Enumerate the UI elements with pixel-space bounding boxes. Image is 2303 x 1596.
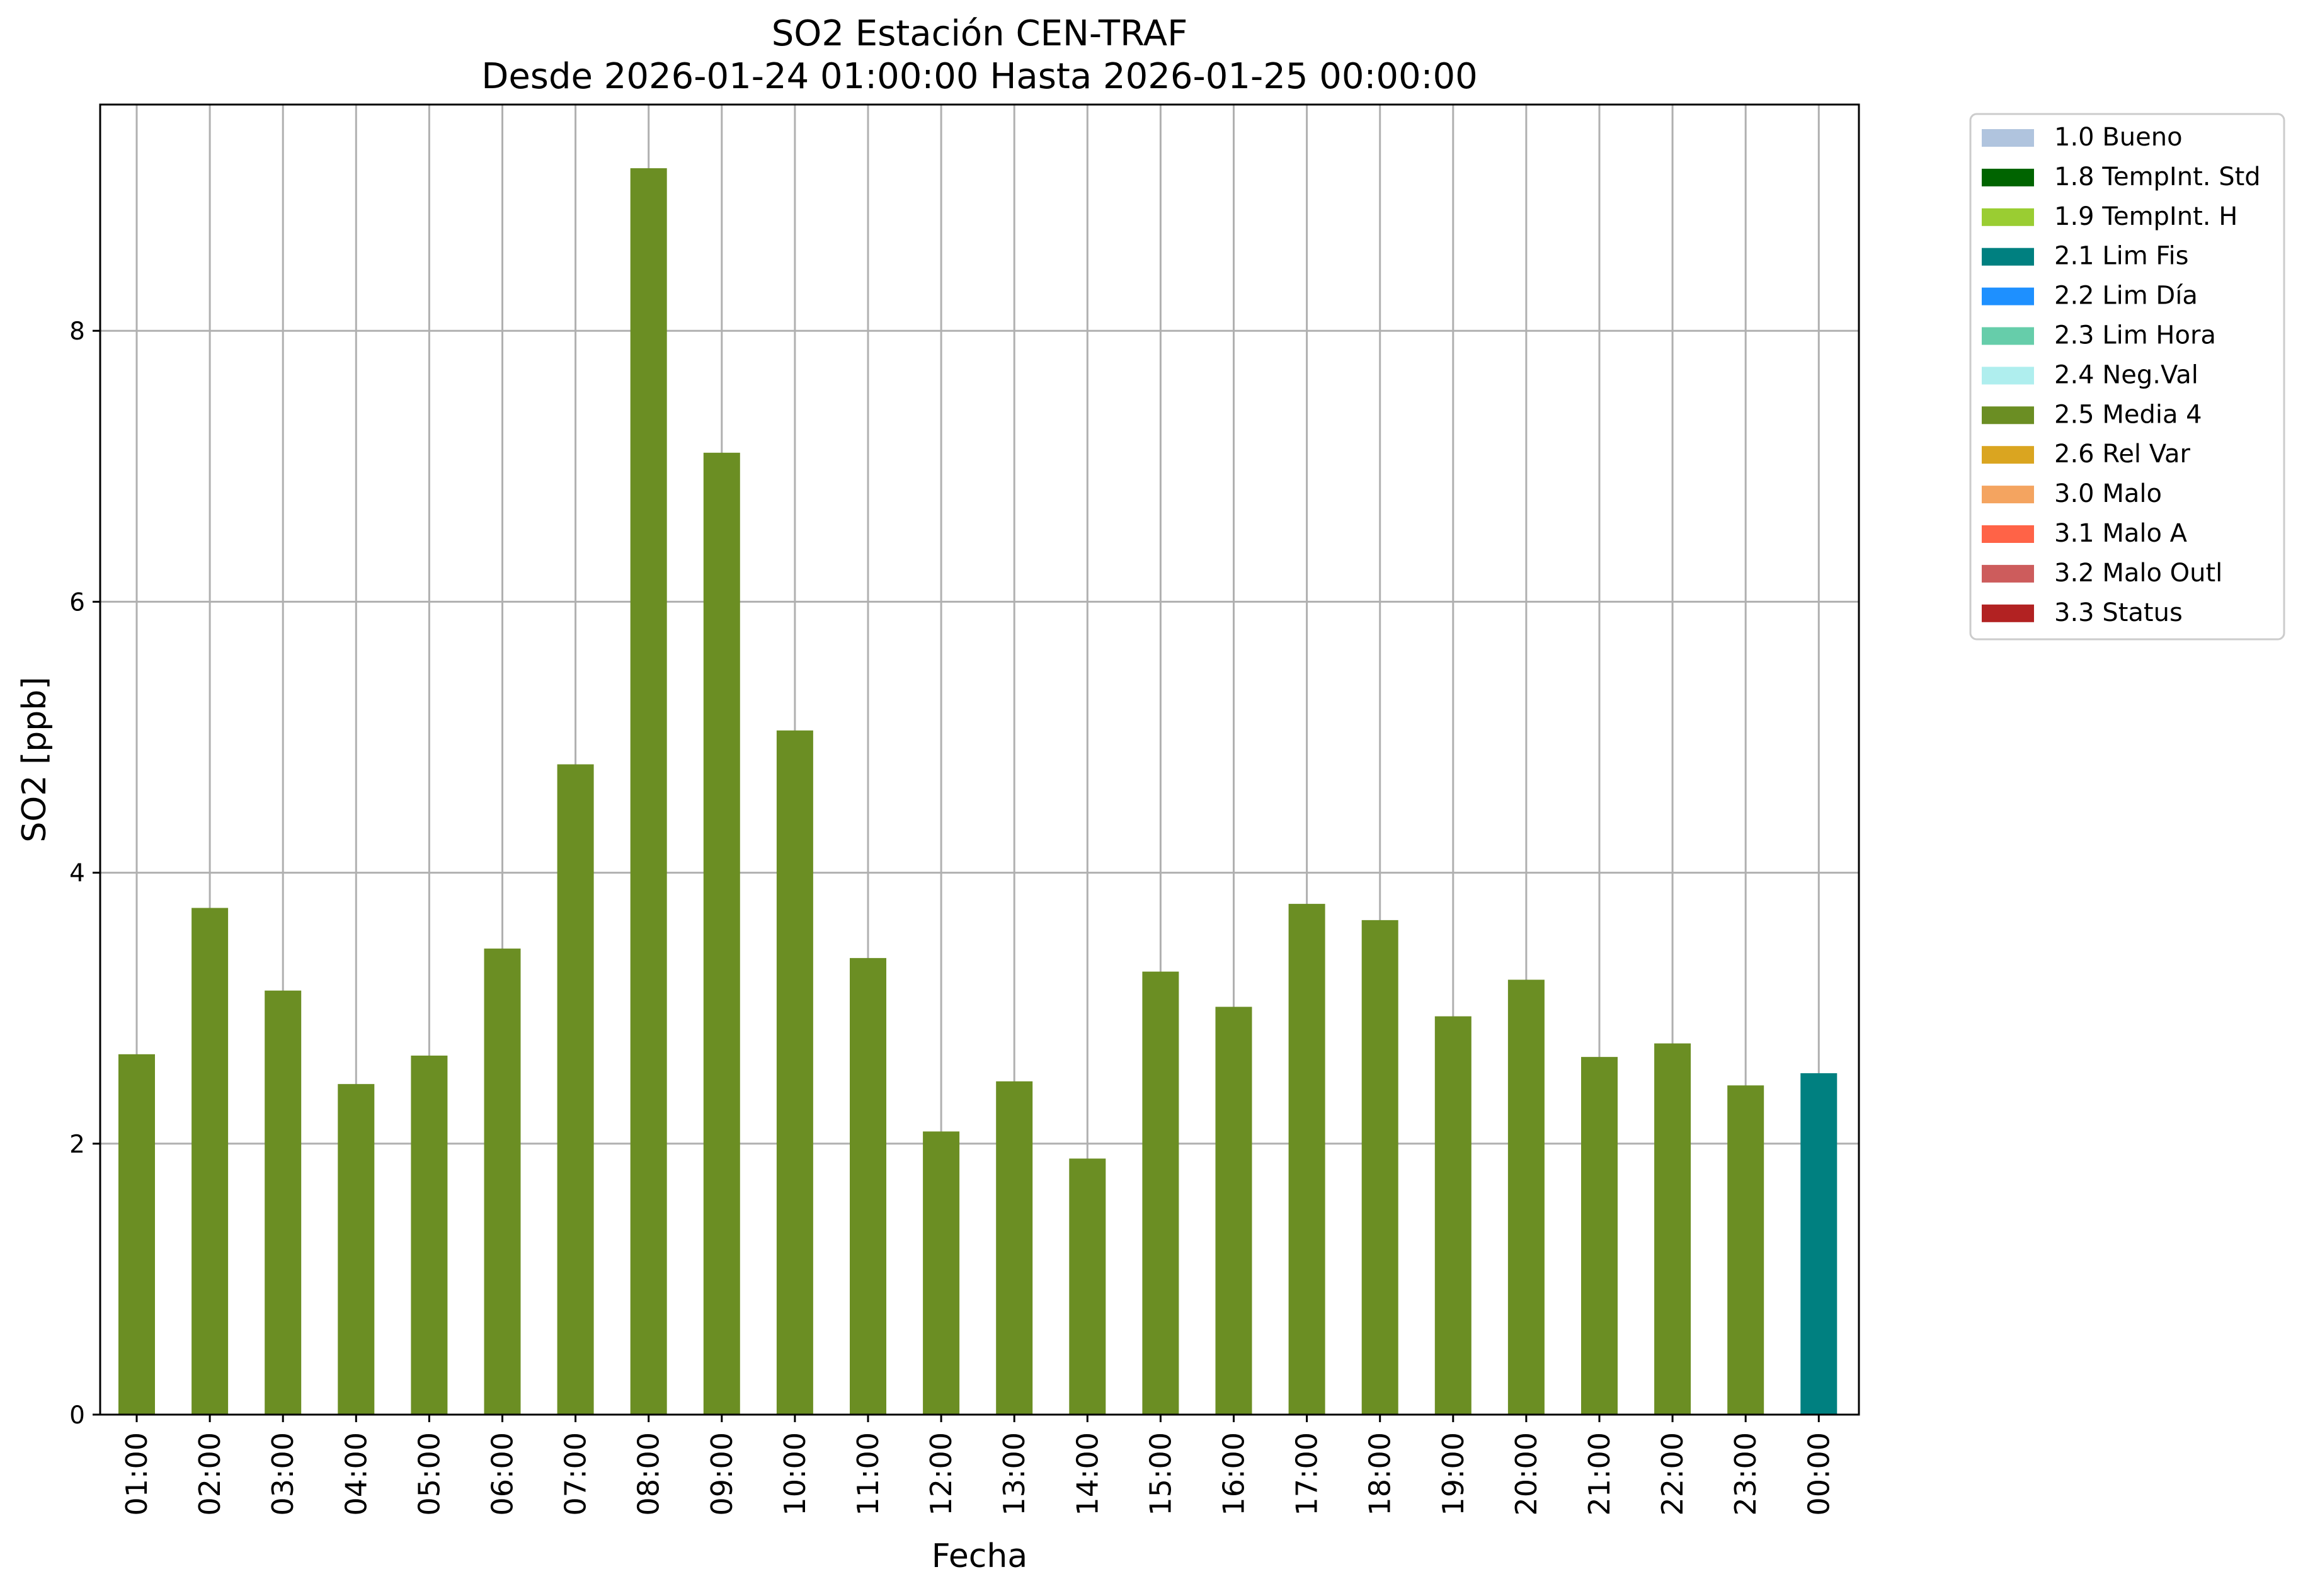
bar [923, 1131, 960, 1415]
x-tick-label: 02:00 [193, 1432, 227, 1516]
legend-swatch [1982, 327, 2034, 345]
legend-label: 2.4 Neg.Val [2054, 360, 2198, 389]
x-tick-label: 03:00 [266, 1432, 300, 1516]
y-tick-label: 8 [69, 317, 85, 346]
chart-title: SO2 Estación CEN-TRAF [772, 13, 1188, 54]
y-axis-ticks: 0 2 4 6 8 [69, 317, 100, 1430]
chart-subtitle: Desde 2026-01-24 01:00:00 Hasta 2026-01-… [481, 56, 1478, 97]
x-tick-label: 00:00 [1802, 1432, 1836, 1516]
legend-swatch [1982, 406, 2034, 425]
bar [1654, 1043, 1691, 1415]
legend-label: 2.5 Media 4 [2054, 400, 2202, 429]
bar [1581, 1057, 1618, 1415]
x-tick-label: 04:00 [339, 1432, 373, 1516]
x-tick-label: 09:00 [705, 1432, 739, 1516]
x-tick-label: 13:00 [997, 1432, 1031, 1516]
x-tick-label: 08:00 [632, 1432, 666, 1516]
x-tick-label: 18:00 [1363, 1432, 1397, 1516]
legend-label: 1.8 TempInt. Std [2054, 162, 2261, 191]
bar [338, 1084, 375, 1415]
x-tick-label: 22:00 [1655, 1432, 1689, 1516]
legend-swatch [1982, 446, 2034, 464]
y-tick-label: 6 [69, 588, 85, 617]
x-tick-label: 19:00 [1436, 1432, 1470, 1516]
x-tick-label: 10:00 [778, 1432, 812, 1516]
x-tick-label: 16:00 [1217, 1432, 1251, 1516]
legend-swatch [1982, 604, 2034, 622]
legend-frame [1969, 113, 2285, 641]
bar [118, 1054, 155, 1415]
legend-swatch [1982, 287, 2034, 305]
legend-swatch [1982, 525, 2034, 543]
x-tick-label: 20:00 [1509, 1432, 1543, 1516]
x-tick-label: 11:00 [851, 1432, 885, 1516]
legend-label: 3.0 Malo [2054, 479, 2162, 508]
legend-swatch [1982, 248, 2034, 266]
x-tick-label: 21:00 [1582, 1432, 1616, 1516]
bar [1800, 1073, 1837, 1415]
legend-swatch [1982, 168, 2034, 186]
legend-label: 2.2 Lim Día [2054, 282, 2198, 311]
x-axis-ticks: 01:00 02:00 03:00 04:00 05:00 06:00 07:00 08:00… [120, 1415, 1836, 1516]
x-axis-label: Fecha [932, 1537, 1027, 1575]
bar [1069, 1158, 1106, 1415]
legend-label: 3.1 Malo A [2054, 519, 2188, 548]
legend-label: 3.3 Status [2054, 598, 2183, 627]
plot-frame [99, 103, 1860, 1416]
bar [1142, 971, 1179, 1415]
legend-swatch [1982, 129, 2034, 147]
y-axis-label: SO2 [ppb] [16, 676, 54, 842]
bar [996, 1081, 1033, 1415]
legend-label: 1.9 TempInt. H [2054, 202, 2237, 231]
legend-swatch [1982, 208, 2034, 226]
x-tick-label: 14:00 [1070, 1432, 1104, 1516]
legend-swatch [1982, 564, 2034, 583]
x-tick-label: 07:00 [559, 1432, 593, 1516]
legend-swatch [1982, 367, 2034, 385]
x-tick-label: 12:00 [924, 1432, 958, 1516]
legend-swatch [1982, 486, 2034, 504]
legend-label: 2.1 Lim Fis [2054, 242, 2188, 271]
bar [411, 1055, 448, 1415]
x-tick-label: 15:00 [1143, 1432, 1177, 1516]
bar [265, 990, 302, 1415]
legend-label: 2.6 Rel Var [2054, 440, 2191, 469]
bar [1288, 904, 1325, 1415]
legend: 1.0 Bueno 1.8 TempInt. Std 1.9 TempInt. H 2… [1969, 113, 2285, 641]
x-tick-label: 06:00 [486, 1432, 520, 1516]
bar [191, 908, 229, 1415]
bar [1434, 1016, 1472, 1415]
x-tick-label: 01:00 [120, 1432, 154, 1516]
bars [118, 168, 1837, 1415]
y-tick-label: 4 [69, 860, 85, 888]
x-tick-label: 05:00 [412, 1432, 446, 1516]
bar [1727, 1085, 1764, 1415]
bar [1361, 920, 1398, 1415]
bar [1215, 1006, 1252, 1415]
x-tick-label: 17:00 [1290, 1432, 1324, 1516]
bar [776, 730, 813, 1415]
bar [484, 949, 521, 1415]
legend-label: 2.3 Lim Hora [2054, 321, 2216, 350]
bar [703, 452, 740, 1415]
bar [1507, 979, 1545, 1415]
bar [557, 764, 594, 1415]
legend-label: 1.0 Bueno [2054, 123, 2183, 152]
y-tick-label: 0 [69, 1401, 85, 1430]
y-tick-label: 2 [69, 1131, 85, 1159]
bar [850, 958, 886, 1415]
bar [630, 168, 667, 1415]
legend-label: 3.2 Malo Outl [2054, 559, 2222, 588]
x-tick-label: 23:00 [1729, 1432, 1763, 1516]
